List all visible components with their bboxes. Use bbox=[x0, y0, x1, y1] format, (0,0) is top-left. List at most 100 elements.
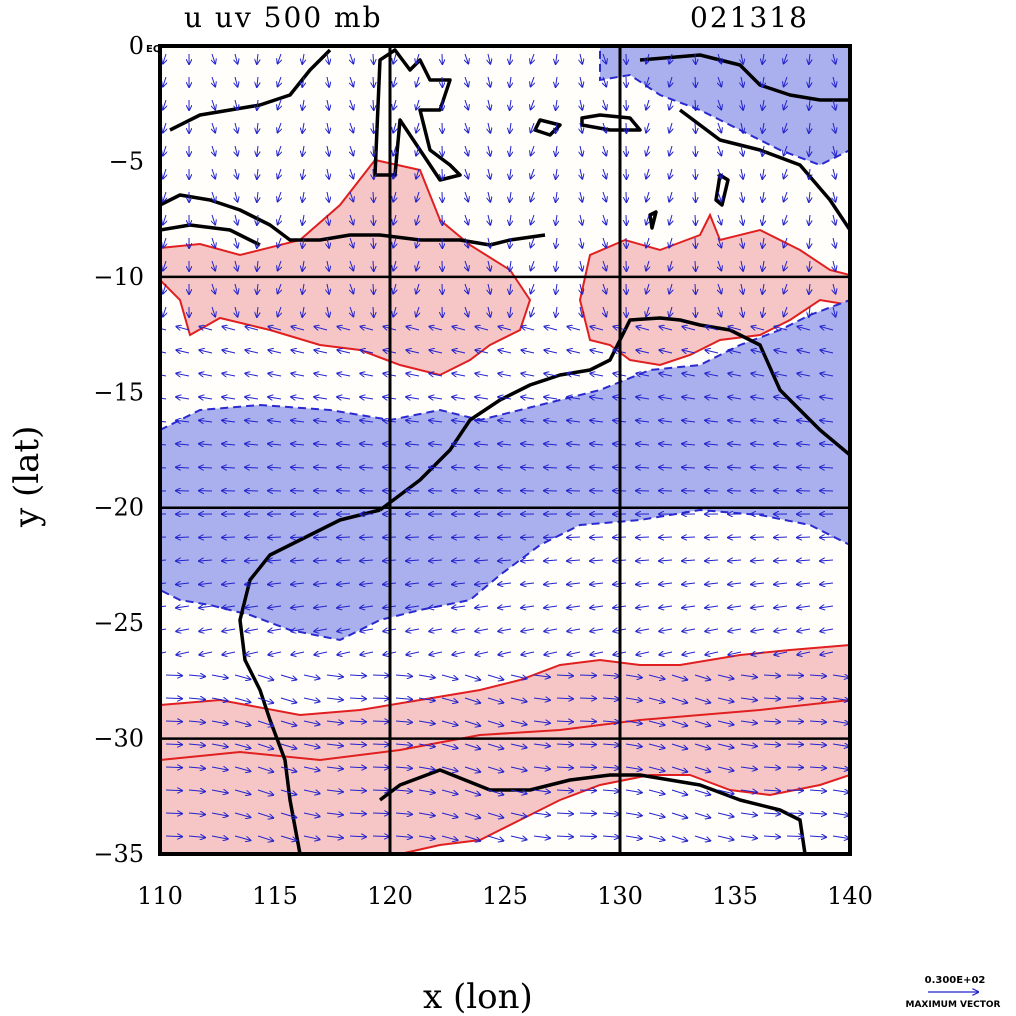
wind-vector bbox=[510, 743, 527, 748]
wind-vector bbox=[531, 168, 534, 178]
wind-vector bbox=[531, 76, 534, 86]
wind-vector bbox=[646, 145, 649, 156]
wind-vector bbox=[303, 767, 320, 770]
wind-vector bbox=[360, 629, 374, 631]
wind-vector bbox=[718, 99, 721, 109]
wind-vector bbox=[429, 560, 443, 561]
wind-vector bbox=[176, 652, 190, 655]
wind-vector bbox=[728, 560, 742, 561]
wind-vector bbox=[163, 145, 166, 156]
wind-vector bbox=[820, 373, 834, 376]
wind-vector bbox=[257, 168, 258, 179]
wind-vector bbox=[510, 283, 511, 294]
x-tick-label: 135 bbox=[712, 882, 758, 910]
wind-vector bbox=[832, 721, 849, 723]
wind-vector bbox=[441, 674, 457, 679]
wind-vector bbox=[809, 813, 826, 814]
wind-vector bbox=[580, 76, 582, 87]
wind-vector bbox=[452, 444, 466, 445]
wind-vector bbox=[406, 444, 420, 445]
wind-vector bbox=[488, 306, 490, 317]
x-tick-label: 120 bbox=[367, 882, 413, 910]
wind-vector bbox=[257, 835, 273, 841]
wind-vector bbox=[199, 373, 213, 376]
wind-vector bbox=[521, 537, 535, 538]
wind-vector bbox=[464, 720, 480, 726]
wind-vector bbox=[245, 327, 259, 330]
wind-vector bbox=[406, 583, 420, 584]
wind-vector bbox=[235, 168, 238, 179]
wind-vector bbox=[278, 260, 281, 270]
wind-vector bbox=[579, 790, 596, 791]
wind-vector bbox=[556, 53, 557, 64]
wind-vector bbox=[682, 373, 696, 376]
wind-vector bbox=[234, 835, 250, 840]
wind-vector bbox=[682, 444, 696, 445]
wind-vector bbox=[809, 744, 826, 745]
wind-vector bbox=[291, 373, 305, 376]
wind-vector bbox=[797, 560, 811, 561]
wind-vector bbox=[337, 327, 351, 330]
wind-vector bbox=[832, 744, 849, 746]
grid-lines bbox=[160, 46, 850, 854]
wind-vector bbox=[278, 283, 281, 293]
wind-vector bbox=[475, 397, 489, 399]
wind-vector bbox=[360, 327, 374, 330]
wind-vector bbox=[314, 420, 328, 422]
wind-vector bbox=[257, 812, 273, 818]
wind-vector bbox=[245, 583, 259, 584]
wind-vector bbox=[337, 397, 351, 399]
wind-vector bbox=[327, 53, 329, 64]
wind-vector bbox=[567, 629, 581, 631]
wind-vector bbox=[327, 191, 329, 202]
wind-vector bbox=[521, 606, 535, 608]
wind-vector bbox=[441, 697, 457, 702]
wind-vector bbox=[718, 191, 721, 201]
wind-vector bbox=[820, 444, 834, 445]
wind-vector bbox=[465, 191, 468, 201]
wind-vector bbox=[222, 652, 236, 655]
wind-vector bbox=[695, 53, 696, 64]
wind-vector bbox=[337, 467, 351, 468]
wind-vector bbox=[762, 237, 764, 248]
wind-vector bbox=[556, 99, 557, 110]
wind-vector bbox=[395, 790, 412, 791]
wind-vector bbox=[302, 145, 304, 156]
wind-vector bbox=[580, 122, 582, 133]
wind-vector bbox=[418, 698, 435, 701]
wind-vector bbox=[646, 260, 649, 271]
wind-vector bbox=[278, 168, 281, 178]
wind-vector bbox=[199, 397, 213, 399]
wind-vector bbox=[212, 191, 215, 201]
x-tick-label: 125 bbox=[482, 882, 528, 910]
wind-vector bbox=[160, 559, 167, 561]
wind-vector bbox=[222, 350, 236, 353]
wind-vector bbox=[580, 53, 582, 64]
wind-vector bbox=[590, 373, 604, 376]
wind-vector bbox=[416, 53, 419, 64]
wind-vector bbox=[475, 350, 489, 353]
wind-vector bbox=[360, 560, 374, 561]
wind-vector bbox=[833, 283, 835, 294]
wind-vector bbox=[625, 675, 642, 678]
wind-vector bbox=[741, 145, 743, 156]
wind-vector bbox=[393, 237, 396, 248]
wind-vector bbox=[694, 835, 710, 841]
wind-vector bbox=[257, 720, 273, 726]
wind-vector bbox=[833, 76, 835, 87]
wind-vector bbox=[406, 350, 420, 353]
wind-vector bbox=[820, 537, 834, 538]
wind-vector bbox=[176, 373, 190, 376]
wind-vector bbox=[165, 767, 182, 768]
wind-vector bbox=[199, 583, 213, 584]
wind-vector bbox=[786, 675, 803, 676]
wind-vector bbox=[337, 629, 351, 631]
wind-vector bbox=[580, 145, 582, 156]
wind-vector bbox=[832, 698, 849, 700]
wind-vector bbox=[429, 397, 443, 399]
wind-vector bbox=[797, 583, 811, 584]
wind-vector bbox=[682, 629, 696, 631]
wind-vector bbox=[531, 237, 534, 247]
wind-vector bbox=[395, 836, 412, 837]
wind-vector bbox=[741, 214, 743, 225]
